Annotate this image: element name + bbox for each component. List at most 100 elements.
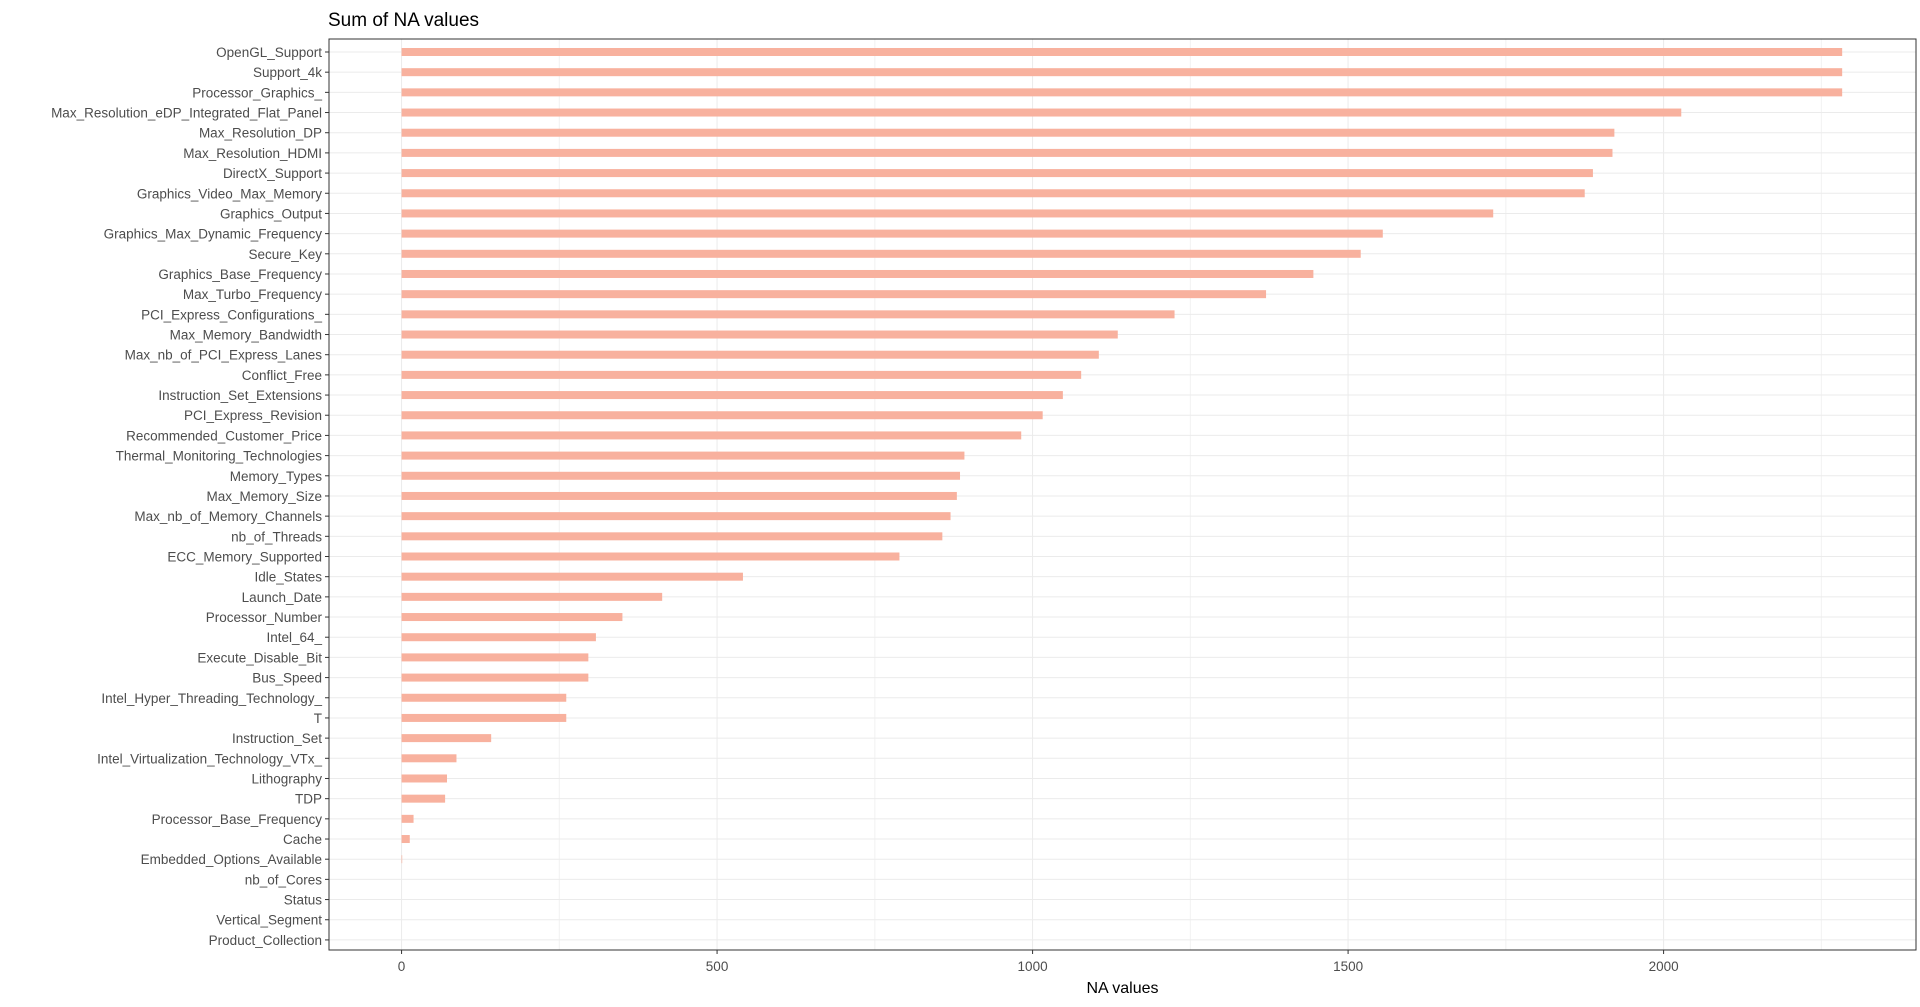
y-tick-label: Lithography (251, 771, 322, 786)
bar: Max_Memory_Bandwidth: 1135 (401, 330, 1118, 339)
bar: Memory_Types: 885 (401, 471, 961, 480)
y-tick-label: PCI_Express_Configurations_ (141, 307, 322, 322)
bar: Graphics_Video_Max_Memory: 1875 (401, 189, 1585, 198)
y-tick-label: Idle_States (254, 570, 322, 585)
y-tick-label: ECC_Memory_Supported (167, 550, 322, 565)
bar: Thermal_Monitoring_Technologies: 892 (401, 451, 965, 460)
bar: Idle_States: 541 (401, 572, 743, 581)
y-tick-label: Instruction_Set_Extensions (158, 388, 322, 403)
bar: Execute_Disable_Bit: 296 (401, 653, 589, 662)
bar: nb_of_Threads: 857 (401, 532, 943, 541)
bar: Processor_Graphics_: 2283 (401, 88, 1843, 97)
y-tick-label: T (314, 711, 322, 726)
bar: Graphics_Output: 1730 (401, 209, 1494, 218)
y-tick-label: nb_of_Threads (231, 529, 322, 544)
bar: T: 261 (401, 713, 567, 722)
bar: Max_nb_of_PCI_Express_Lanes: 1105 (401, 350, 1099, 359)
bar: Max_Memory_Size: 880 (401, 491, 957, 500)
bar: DirectX_Support: 1888 (401, 169, 1593, 178)
y-tick-label: Intel_Hyper_Threading_Technology_ (101, 691, 322, 706)
bar: Intel_Hyper_Threading_Technology_: 261 (401, 693, 567, 702)
x-tick-label: 1500 (1333, 959, 1363, 974)
y-tick-label: Graphics_Base_Frequency (158, 267, 322, 282)
bar: Processor_Number: 350 (401, 613, 623, 622)
bars: OpenGL_Support: 2283 Support_4k: 2283 Proc… (401, 48, 1843, 864)
x-tick-label: 1000 (1018, 959, 1048, 974)
y-tick-label: Processor_Base_Frequency (152, 812, 323, 827)
y-tick-label: nb_of_Cores (245, 872, 323, 887)
y-tick-label: Intel_Virtualization_Technology_VTx_ (97, 751, 322, 766)
y-tick-label: Instruction_Set (232, 731, 322, 746)
bar: Graphics_Base_Frequency: 1445 (401, 269, 1314, 278)
x-tick-label: 2000 (1649, 959, 1679, 974)
bar: Max_Resolution_eDP_Integrated_Flat_Panel… (401, 108, 1682, 117)
x-tick-label: 0 (398, 959, 406, 974)
y-tick-label: Graphics_Output (220, 206, 322, 221)
y-tick-label: Max_Memory_Size (206, 489, 322, 504)
y-tick-label: Max_Turbo_Frequency (183, 287, 322, 302)
y-tick-label: Max_nb_of_PCI_Express_Lanes (125, 348, 323, 363)
bar: Instruction_Set: 142 (401, 734, 492, 743)
bar: Embedded_Options_Available: 1 (401, 855, 403, 864)
x-axis: 0 500 1000 1500 2000 (398, 950, 1679, 974)
y-tick-label: Status (284, 893, 323, 908)
y-tick-label: Max_nb_of_Memory_Channels (134, 509, 322, 524)
bar: Max_Resolution_HDMI: 1919 (401, 148, 1613, 157)
y-tick-label: Max_Resolution_DP (199, 126, 322, 141)
bar: OpenGL_Support: 2283 (401, 48, 1843, 56)
y-tick-label: Max_Resolution_HDMI (183, 146, 322, 161)
y-tick-label: Cache (283, 832, 322, 847)
y-tick-label: Conflict_Free (242, 368, 322, 383)
y-tick-label: Secure_Key (248, 247, 322, 262)
bar: Recommended_Customer_Price: 982 (401, 431, 1022, 440)
y-tick-label: Product_Collection (209, 933, 322, 948)
y-tick-label: OpenGL_Support (216, 45, 322, 60)
bar: Lithography: 72 (401, 774, 447, 783)
bar: PCI_Express_Configurations_: 1225 (401, 310, 1175, 319)
panel-border (328, 38, 1917, 951)
bar: Bus_Speed: 296 (401, 673, 589, 682)
y-tick-label: Vertical_Segment (216, 913, 322, 928)
bar: Support_4k: 2283 (401, 68, 1843, 77)
y-tick-label: Processor_Graphics_ (192, 85, 322, 100)
y-tick-label: Memory_Types (230, 469, 323, 484)
y-tick-label: Intel_64_ (266, 630, 322, 645)
y-tick-label: Max_Memory_Bandwidth (170, 328, 322, 343)
bar: TDP: 69 (401, 794, 446, 803)
y-tick-label: Max_Resolution_eDP_Integrated_Flat_Panel (51, 106, 322, 121)
y-tick-label: Processor_Number (206, 610, 323, 625)
y-tick-label: Support_4k (253, 65, 322, 80)
y-tick-label: Recommended_Customer_Price (126, 428, 322, 443)
y-tick-label: Embedded_Options_Available (141, 852, 322, 867)
bar: Intel_Virtualization_Technology_VTx_: 87 (401, 754, 457, 763)
y-tick-label: Thermal_Monitoring_Technologies (116, 449, 323, 464)
bar: ECC_Memory_Supported: 789 (401, 552, 900, 561)
y-tick-label: Graphics_Video_Max_Memory (137, 186, 322, 201)
bar: Secure_Key: 1520 (401, 249, 1361, 258)
bar: Max_Turbo_Frequency: 1370 (401, 290, 1267, 299)
y-tick-label: Execute_Disable_Bit (197, 650, 322, 665)
y-axis-labels: OpenGL_Support Support_4k Processor_Graphi… (51, 45, 329, 948)
bar: Conflict_Free: 1077 (401, 370, 1082, 379)
bar: Graphics_Max_Dynamic_Frequency: 1555 (401, 229, 1383, 238)
bar: Max_Resolution_DP: 1922 (401, 128, 1615, 137)
y-tick-label: Launch_Date (242, 590, 322, 605)
y-tick-label: TDP (295, 792, 322, 807)
y-tick-label: PCI_Express_Revision (184, 408, 322, 423)
bar: Instruction_Set_Extensions: 1048 (401, 391, 1063, 400)
bar: Cache: 13 (401, 835, 410, 844)
chart-title: Sum of NA values (328, 10, 479, 31)
bar: Launch_Date: 413 (401, 592, 663, 601)
y-tick-label: Bus_Speed (252, 671, 322, 686)
x-axis-title: NA values (1086, 980, 1158, 997)
x-tick-label: 500 (706, 959, 729, 974)
y-tick-label: DirectX_Support (223, 166, 322, 181)
bar: PCI_Express_Revision: 1016 (401, 411, 1043, 420)
bar: Processor_Base_Frequency: 19 (401, 814, 414, 823)
bar: Intel_64_: 308 (401, 633, 596, 642)
bar: Max_nb_of_Memory_Channels: 870 (401, 512, 951, 521)
y-tick-label: Graphics_Max_Dynamic_Frequency (104, 227, 323, 242)
